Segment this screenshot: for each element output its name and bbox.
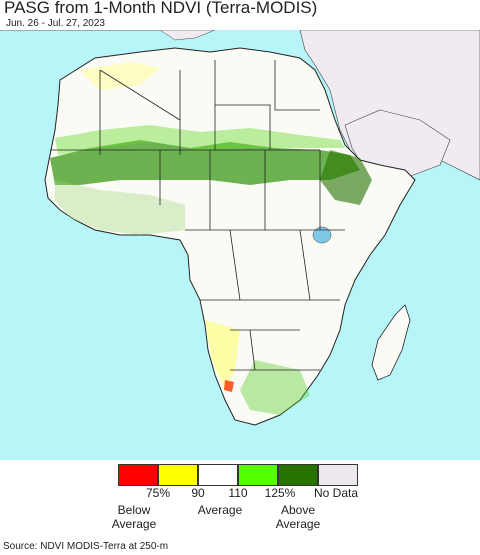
legend-swatch-no-data <box>318 464 358 486</box>
country-borders <box>50 60 345 371</box>
legend-below-line2: Average <box>111 517 157 531</box>
legend-swatch-110-125 <box>238 464 278 486</box>
legend-swatch-75-90 <box>158 464 198 486</box>
legend-tick-75: 75% <box>145 486 171 500</box>
europe-landmass <box>0 30 216 41</box>
source-note: Source: NDVI MODIS-Terra at 250-m <box>3 541 169 552</box>
madagascar <box>371 304 411 381</box>
legend-swatch-below-75 <box>118 464 158 486</box>
africa-ndvi-map <box>0 30 480 460</box>
sahel-light-green <box>55 125 345 155</box>
legend-above-label: Above Average <box>276 503 320 531</box>
map-title: PASG from 1-Month NDVI (Terra-MODIS) <box>4 0 318 17</box>
legend-tick-125: 125% <box>264 486 296 500</box>
southern-africa-yellow <box>205 320 240 390</box>
legend-swatch-90-110 <box>198 464 238 486</box>
namibia-red <box>224 380 234 392</box>
sahel-green-band <box>50 140 360 185</box>
legend-tick-no-data: No Data <box>313 486 359 500</box>
legend: 75% 90 110 125% No Data Below Average Av… <box>0 462 480 540</box>
legend-tick-110: 110 <box>228 486 248 500</box>
west-africa-coast <box>55 180 185 235</box>
ethiopia-green <box>320 150 372 205</box>
legend-swatch-above-125 <box>278 464 318 486</box>
legend-average-label: Average <box>197 503 243 517</box>
south-africa-green <box>240 360 310 415</box>
date-range: Jun. 26 - Jul. 27, 2023 <box>6 18 105 29</box>
legend-above-line2: Average <box>275 517 321 531</box>
legend-below-label: Below Average <box>112 503 156 531</box>
legend-above-line1: Above <box>280 503 316 517</box>
legend-below-line1: Below <box>117 503 151 517</box>
legend-tick-90: 90 <box>191 486 205 500</box>
lake-victoria <box>312 226 332 244</box>
